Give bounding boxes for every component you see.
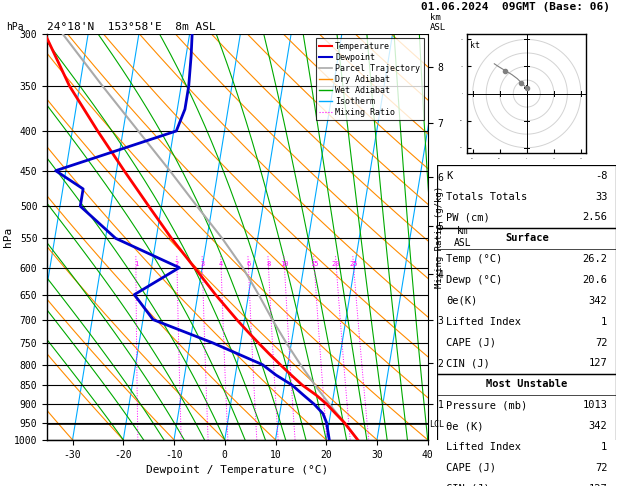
Text: 1: 1: [601, 442, 608, 452]
Text: hPa: hPa: [6, 21, 24, 32]
Text: θe(K): θe(K): [446, 296, 477, 306]
Text: 1: 1: [134, 260, 138, 267]
Text: 1: 1: [601, 317, 608, 327]
Text: 2.56: 2.56: [582, 212, 608, 223]
Text: CAPE (J): CAPE (J): [446, 463, 496, 473]
Text: 33: 33: [595, 191, 608, 202]
Text: 2: 2: [175, 260, 179, 267]
Text: Most Unstable: Most Unstable: [486, 380, 567, 389]
Text: 20.6: 20.6: [582, 275, 608, 285]
Text: 20: 20: [332, 260, 340, 267]
Text: 1013: 1013: [582, 400, 608, 410]
Text: 4: 4: [219, 260, 223, 267]
Text: Dewp (°C): Dewp (°C): [446, 275, 503, 285]
Text: 26.2: 26.2: [582, 254, 608, 264]
Text: -8: -8: [595, 171, 608, 181]
Text: 10: 10: [280, 260, 289, 267]
Text: θe (K): θe (K): [446, 421, 484, 431]
Text: CAPE (J): CAPE (J): [446, 338, 496, 347]
Text: CIN (J): CIN (J): [446, 484, 490, 486]
Text: 72: 72: [595, 463, 608, 473]
Text: 01.06.2024  09GMT (Base: 06): 01.06.2024 09GMT (Base: 06): [421, 2, 610, 12]
Text: K: K: [446, 171, 452, 181]
Text: 6: 6: [246, 260, 250, 267]
Text: Temp (°C): Temp (°C): [446, 254, 503, 264]
Text: 24°18'N  153°58'E  8m ASL: 24°18'N 153°58'E 8m ASL: [47, 21, 216, 32]
Text: Lifted Index: Lifted Index: [446, 442, 521, 452]
Text: Mixing Ratio (g/kg): Mixing Ratio (g/kg): [435, 186, 444, 288]
Text: 25: 25: [349, 260, 358, 267]
Y-axis label: km
ASL: km ASL: [454, 226, 472, 248]
Text: 3: 3: [200, 260, 204, 267]
Text: Surface: Surface: [505, 233, 548, 243]
Text: 72: 72: [595, 338, 608, 347]
Text: 15: 15: [310, 260, 318, 267]
Text: PW (cm): PW (cm): [446, 212, 490, 223]
Text: 342: 342: [589, 296, 608, 306]
Text: km
ASL: km ASL: [430, 13, 446, 32]
Text: 127: 127: [589, 359, 608, 368]
Text: kt: kt: [470, 41, 480, 50]
Text: Totals Totals: Totals Totals: [446, 191, 527, 202]
Text: CIN (J): CIN (J): [446, 359, 490, 368]
Text: 342: 342: [589, 421, 608, 431]
Text: 8: 8: [266, 260, 270, 267]
X-axis label: Dewpoint / Temperature (°C): Dewpoint / Temperature (°C): [147, 465, 328, 475]
Text: Lifted Index: Lifted Index: [446, 317, 521, 327]
Text: LCL: LCL: [429, 420, 444, 429]
Y-axis label: hPa: hPa: [3, 227, 13, 247]
Text: Pressure (mb): Pressure (mb): [446, 400, 527, 410]
Legend: Temperature, Dewpoint, Parcel Trajectory, Dry Adiabat, Wet Adiabat, Isotherm, Mi: Temperature, Dewpoint, Parcel Trajectory…: [316, 38, 423, 121]
Text: 127: 127: [589, 484, 608, 486]
